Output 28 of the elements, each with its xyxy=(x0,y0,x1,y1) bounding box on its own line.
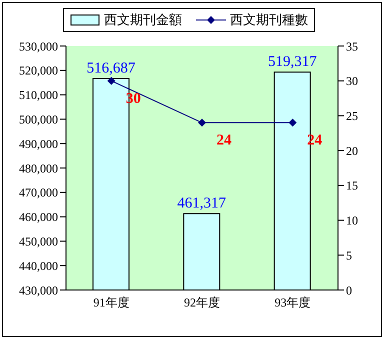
data-label: 461,317 xyxy=(177,196,227,212)
y-tick-label: 530,000 xyxy=(19,39,58,54)
y2-tick-label: 0 xyxy=(346,283,352,298)
y2-tick-label: 35 xyxy=(346,39,358,54)
legend-label: 西文期刊金額 xyxy=(103,11,182,29)
y-tick-label: 440,000 xyxy=(19,258,58,273)
x-tick-label: 92年度 xyxy=(184,296,220,310)
y-tick-label: 430,000 xyxy=(19,283,58,298)
y-tick-label: 470,000 xyxy=(19,186,58,200)
x-tick-label: 93年度 xyxy=(274,296,311,310)
y-tick-label: 510,000 xyxy=(19,88,58,102)
y-tick-label: 490,000 xyxy=(19,136,58,151)
data-label: 519,317 xyxy=(268,54,318,70)
y-tick-label: 460,000 xyxy=(19,210,58,224)
y2-tick-label: 5 xyxy=(346,248,352,262)
y-tick-label: 480,000 xyxy=(19,161,58,176)
x-tick-label: 91年度 xyxy=(93,296,130,310)
y-tick-label: 500,000 xyxy=(19,112,58,126)
legend-label: 西文期刊種數 xyxy=(229,11,308,29)
y-tick-label: 520,000 xyxy=(19,64,58,78)
data-label: 24 xyxy=(216,132,232,149)
y2-tick-label: 10 xyxy=(346,214,358,228)
y-tick-label: 450,000 xyxy=(19,234,58,248)
y2-tick-label: 20 xyxy=(346,144,358,158)
data-label: 516,687 xyxy=(86,60,136,76)
y2-tick-label: 25 xyxy=(346,108,358,123)
y2-tick-label: 15 xyxy=(346,178,358,193)
y2-tick-label: 30 xyxy=(346,74,358,88)
